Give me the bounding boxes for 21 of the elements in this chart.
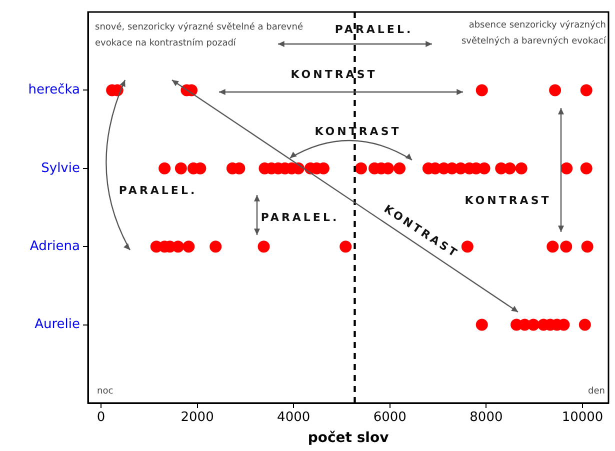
annotation: noc — [97, 386, 114, 396]
y-tick-label: Sylvie — [41, 160, 80, 176]
annotation: absence senzoricky výrazných světelných a barevných evokací — [461, 19, 606, 46]
annotation: KONTRAST — [290, 68, 378, 81]
y-tick-label: herečka — [28, 82, 80, 98]
x-axis-title: počet slov — [308, 430, 389, 446]
annotation: den — [588, 386, 605, 396]
annotation: PARALEL. — [118, 184, 198, 197]
annotation: snové, senzoricky výrazné světelné a barevné evokace na kontrastním pozadí — [95, 21, 304, 48]
annotation: PARALEL. — [260, 210, 340, 224]
annotation: KONTRAST — [314, 124, 402, 138]
x-tick-label: 6000 — [373, 410, 406, 426]
x-tick-label: 2000 — [180, 410, 214, 426]
y-tick-label: Aurelie — [34, 317, 80, 332]
x-tick-label: 10000 — [562, 410, 604, 426]
x-tick-label: 8000 — [470, 410, 503, 426]
y-tick-label: Adriena — [30, 238, 80, 254]
x-tick-label: 0 — [96, 410, 106, 426]
x-tick-label: 4000 — [277, 410, 310, 426]
annotation: KONTRAST — [464, 194, 552, 207]
annotation: PARALEL. — [334, 22, 414, 36]
